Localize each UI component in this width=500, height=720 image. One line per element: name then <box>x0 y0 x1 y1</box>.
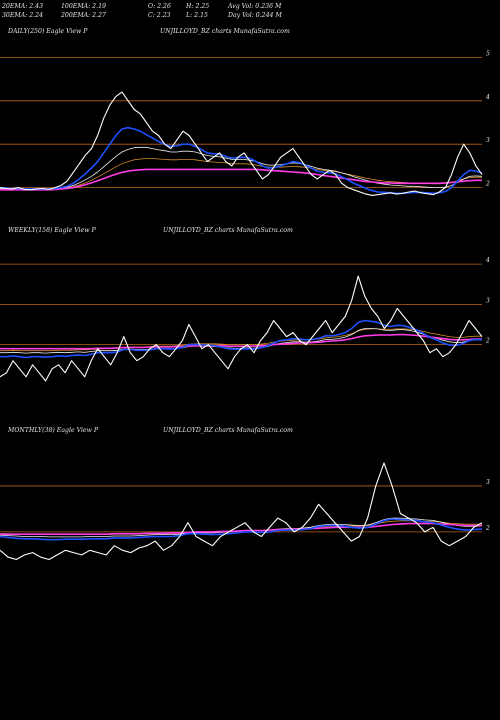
weekly-price-line <box>0 275 483 382</box>
header-high: H: 2.25 <box>186 3 210 10</box>
monthly-y-tick: 2 <box>485 525 490 532</box>
header-ema200: 200EMA: 2.27 <box>61 12 106 19</box>
daily-ema-orange-line <box>0 158 482 190</box>
weekly-y-tick: 3 <box>486 297 490 304</box>
weekly-ema-orange-line <box>0 328 482 352</box>
header-avg-vol: Avg Vol: 0.236 M <box>228 3 282 10</box>
monthly-ema-blue-line <box>0 518 483 541</box>
daily-chart: 5 4 3 2 <box>0 50 490 196</box>
daily-ema-pink-line <box>0 168 482 191</box>
monthly-ema-pink-line <box>0 522 482 536</box>
header-low: L: 2.15 <box>186 12 208 19</box>
monthly-y-tick: 3 <box>486 479 490 486</box>
daily-y-tick: 3 <box>486 137 490 144</box>
header-open: O: 2.26 <box>148 3 171 10</box>
daily-y-tick: 4 <box>485 94 490 101</box>
daily-panel-label: DAILY(250) Eagle View P <box>8 28 88 35</box>
daily-price-line <box>0 91 483 196</box>
weekly-ema-pink-line <box>0 333 482 350</box>
monthly-chart: 32 <box>0 462 490 561</box>
monthly-panel-label: MONTHLY(38) Eagle View P <box>8 427 99 434</box>
monthly-panel-site: UNJILLOYD_BZ charts MunafaSutra.com <box>163 427 293 434</box>
daily-panel-site: UNJILLOYD_BZ charts MunafaSutra.com <box>160 28 290 35</box>
header-ema100: 100EMA: 2.19 <box>61 3 106 10</box>
header-ema30: 30EMA: 2.24 <box>2 12 44 19</box>
daily-y-tick: 5 <box>486 50 490 57</box>
header-day-vol: Day Vol: 0.244 M <box>228 12 282 19</box>
weekly-y-tick: 4 <box>485 257 490 264</box>
header-close: C: 2.23 <box>148 12 171 19</box>
daily-ema-white-line <box>0 146 483 190</box>
monthly-price-line <box>0 462 483 561</box>
weekly-chart: 4 3 2 <box>0 257 490 382</box>
weekly-panel-label: WEEKLY(158) Eagle View P <box>8 227 96 234</box>
header-ema20: 20EMA: 2.43 <box>2 3 44 10</box>
weekly-y-tick: 2 <box>485 338 490 345</box>
daily-y-tick: 2 <box>485 181 490 188</box>
weekly-panel-site: UNJILLOYD_BZ charts MunafaSutra.com <box>163 227 293 234</box>
